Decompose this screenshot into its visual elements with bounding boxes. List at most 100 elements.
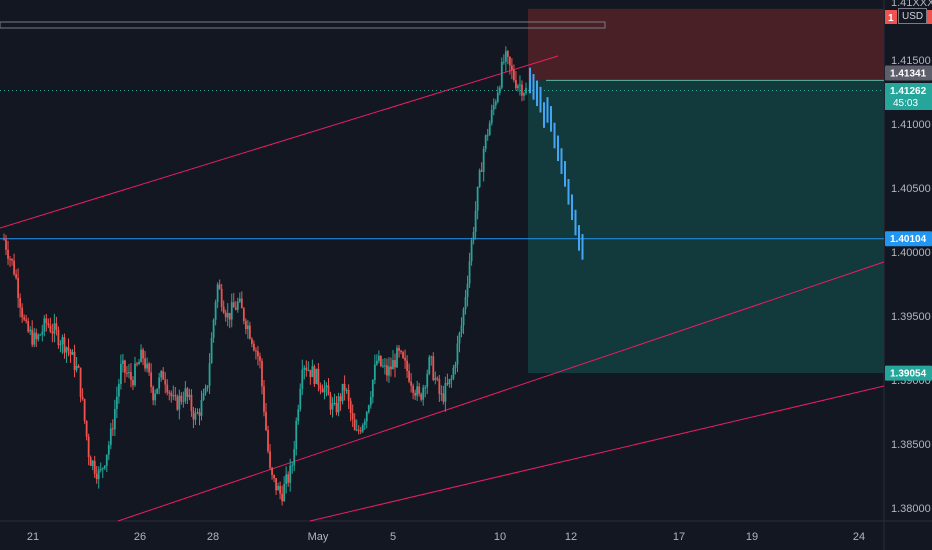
candle-body <box>448 379 451 385</box>
candle <box>23 314 26 322</box>
candle-body <box>287 474 290 483</box>
target-price-tag-bg <box>885 365 932 381</box>
candle <box>474 201 477 240</box>
candle <box>218 279 221 290</box>
channel-middle-line <box>117 261 885 522</box>
candle-body <box>394 360 396 368</box>
candle-body <box>347 390 350 401</box>
candle <box>43 315 46 337</box>
candle-body <box>19 297 22 308</box>
candle-body <box>188 394 191 397</box>
candle-body <box>373 364 376 380</box>
candle <box>194 407 197 426</box>
candle <box>7 240 9 265</box>
price-axis[interactable]: 1.380001.385001.390001.395001.400001.405… <box>891 55 931 515</box>
candle-body <box>77 365 80 368</box>
candle-body <box>210 337 213 364</box>
candle <box>452 364 455 381</box>
candle-body <box>402 352 404 358</box>
candle <box>494 99 497 110</box>
candle-body <box>478 170 481 187</box>
time-axis[interactable]: 21 26 28 May 5 10 12 17 19 24 <box>27 531 865 543</box>
candle <box>15 269 17 280</box>
candle <box>178 389 181 420</box>
candle <box>438 374 441 403</box>
candle <box>365 411 368 429</box>
candle-body <box>182 400 185 402</box>
position-zones[interactable] <box>528 8 884 374</box>
candle-body <box>414 392 417 396</box>
candle-body <box>45 318 48 323</box>
candle <box>517 83 519 92</box>
candle <box>152 385 155 406</box>
candle <box>188 388 191 401</box>
candle <box>355 419 358 432</box>
candle-body <box>466 283 469 298</box>
candle-body <box>31 329 34 345</box>
candle <box>492 98 495 116</box>
candle <box>392 350 394 370</box>
candle <box>126 366 128 378</box>
time-tick-label: 28 <box>207 531 219 543</box>
candle <box>17 268 20 308</box>
candle-body <box>494 101 497 106</box>
candle-body <box>15 274 17 278</box>
candle-body <box>81 396 84 400</box>
candle-body <box>216 284 219 303</box>
candle <box>122 353 124 373</box>
drawn-lines[interactable] <box>0 21 885 522</box>
price-tick-label: 1.40000 <box>891 247 931 259</box>
candle <box>105 454 108 472</box>
candle-body <box>47 322 50 326</box>
candle-body <box>170 392 173 397</box>
candle-body <box>333 402 336 404</box>
candle <box>13 253 15 276</box>
currency-button[interactable]: USD <box>898 8 928 24</box>
candle <box>140 344 142 363</box>
candle <box>253 340 255 352</box>
candle <box>275 478 277 495</box>
candle-body <box>345 390 348 392</box>
candle-body <box>293 449 296 466</box>
candle-body <box>331 403 334 410</box>
candle-body <box>267 430 269 452</box>
candle <box>410 373 413 393</box>
candle <box>422 384 425 406</box>
price-tick-label: 1.41000 <box>891 119 931 131</box>
price-tick-label: 1.39500 <box>891 311 931 323</box>
currency-red-edge <box>924 10 932 24</box>
candle-body <box>422 387 425 400</box>
candle <box>204 384 207 396</box>
candle-body <box>369 397 372 406</box>
candle-body <box>375 360 378 365</box>
candle-body <box>71 351 74 355</box>
candle <box>170 390 173 403</box>
candle-body <box>384 365 386 367</box>
candle-body <box>365 412 368 422</box>
candle <box>523 91 525 101</box>
candle-body <box>85 420 88 437</box>
candle <box>470 237 473 266</box>
candle-body <box>222 306 225 313</box>
candle <box>291 461 294 474</box>
candle <box>297 404 300 425</box>
candle <box>132 376 134 391</box>
candle <box>45 313 48 332</box>
candle-body <box>194 413 197 420</box>
candle <box>172 385 175 401</box>
candle-body <box>17 277 20 298</box>
candle <box>345 387 348 394</box>
time-tick-label: 5 <box>390 531 396 543</box>
hline-price-tag: 1.40104 <box>885 231 932 247</box>
candle <box>327 378 330 396</box>
candle-body <box>115 396 118 410</box>
candle <box>248 321 251 340</box>
candle <box>87 433 90 466</box>
candle <box>456 335 459 373</box>
candle <box>484 134 487 153</box>
candle-body <box>440 393 443 395</box>
candle-body <box>126 372 128 374</box>
